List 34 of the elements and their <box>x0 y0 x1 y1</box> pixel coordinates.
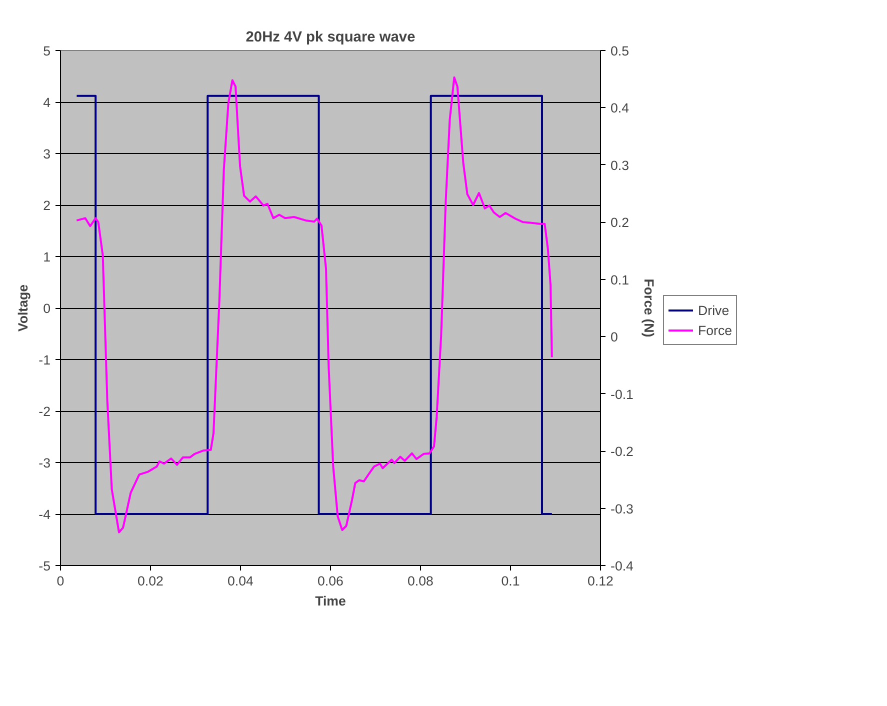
y2-tick-label: -0.4 <box>610 558 634 574</box>
y2-tick-label: -0.1 <box>610 386 634 402</box>
y2-tick-label: 0.1 <box>610 272 630 288</box>
x-tick-label: 0.08 <box>408 574 434 588</box>
x-tick-label: 0.02 <box>138 574 164 588</box>
y-tick-label: 0 <box>43 301 51 316</box>
y-tick-label: -3 <box>38 456 51 470</box>
x-tick-label: 0.12 <box>588 574 614 588</box>
y2-axis-title: Force (N) <box>641 278 656 338</box>
y-tick-label: -1 <box>38 352 51 368</box>
legend-label: Force <box>698 322 732 338</box>
y-tick-label: -2 <box>38 404 51 419</box>
x-tick-label: 0.06 <box>318 574 344 588</box>
y-tick-label: 4 <box>43 95 52 110</box>
chart-title: 20Hz 4V pk square wave <box>246 30 416 46</box>
x-tick-label: 0.04 <box>228 574 254 588</box>
x-tick-label: 0.1 <box>501 574 520 588</box>
legend-label: Drive <box>698 302 730 318</box>
x-tick-label: 0 <box>56 574 64 588</box>
y2-tick-label: 0.4 <box>610 100 630 116</box>
y2-tick-label: 0.2 <box>610 215 630 230</box>
y-axis-title: Voltage <box>16 284 31 332</box>
y-tick-label: -5 <box>38 558 51 574</box>
x-axis-title: Time <box>315 594 346 608</box>
y2-tick-label: 0 <box>610 330 618 345</box>
y2-tick-label: 0.5 <box>610 44 630 58</box>
y-tick-label: -4 <box>38 507 52 522</box>
y-tick-label: 2 <box>43 198 51 213</box>
y-tick-label: 3 <box>43 146 51 162</box>
y2-tick-label: -0.2 <box>610 444 634 460</box>
y2-tick-label: 0.3 <box>610 158 630 173</box>
y-tick-label: 1 <box>43 250 51 264</box>
y-tick-label: 5 <box>43 44 51 58</box>
y2-tick-label: -0.3 <box>610 501 634 516</box>
